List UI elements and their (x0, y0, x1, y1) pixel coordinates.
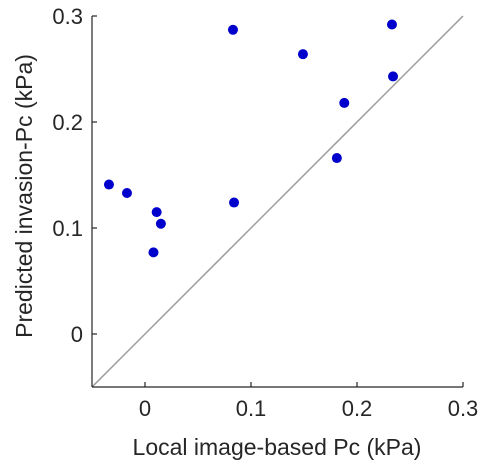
data-point (151, 207, 162, 218)
data-point (121, 188, 132, 199)
x-tick-label: 0.3 (448, 396, 479, 421)
x-tick-label: 0.1 (236, 396, 267, 421)
data-point (386, 19, 397, 30)
data-point (227, 24, 238, 35)
data-point (388, 71, 399, 82)
data-point (339, 97, 350, 108)
x-tick-label: 0.2 (342, 396, 373, 421)
data-point (331, 153, 342, 164)
tick-group: 0 0.1 0.2 0.3 0 0.1 0.2 0.3 (52, 4, 478, 421)
data-point (229, 197, 240, 208)
data-point (103, 179, 114, 190)
x-axis-label: Local image-based Pc (kPa) (133, 434, 422, 460)
y-tick-label: 0.1 (52, 216, 83, 241)
y-tick-label: 0 (71, 322, 83, 347)
plot-area (91, 15, 464, 388)
x-tick-label: 0 (139, 396, 151, 421)
y-tick-label: 0.2 (52, 110, 83, 135)
data-point (148, 247, 159, 258)
data-points (103, 19, 399, 258)
y-tick-label: 0.3 (52, 4, 83, 29)
data-point (297, 49, 308, 60)
identity-line (91, 15, 464, 388)
y-axis-label: Predicted invasion-Pc (kPa) (11, 54, 37, 338)
data-point (155, 218, 166, 229)
